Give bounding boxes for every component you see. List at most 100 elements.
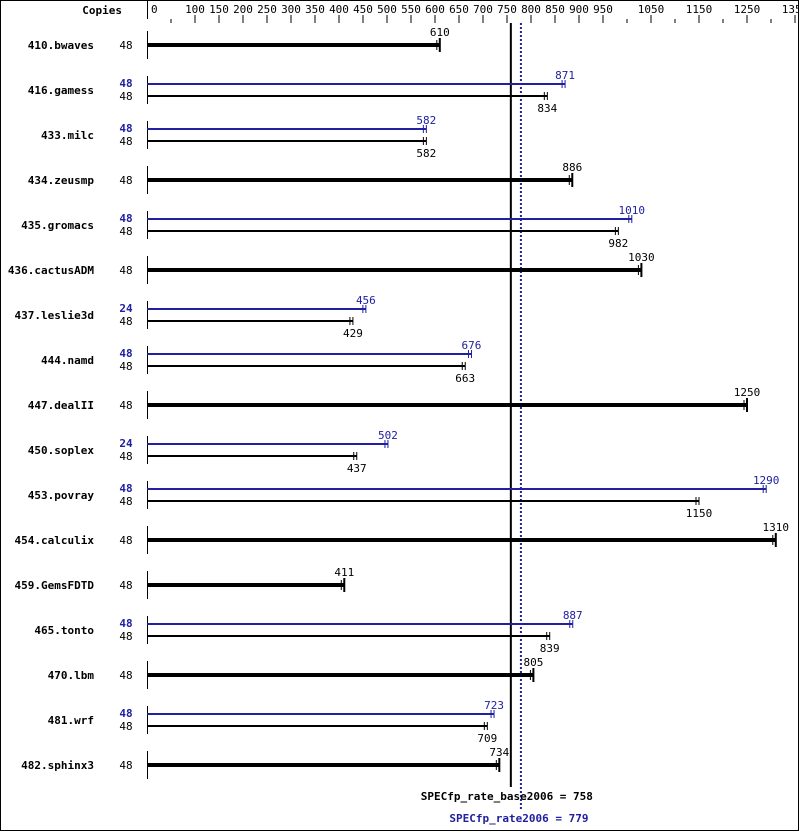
peak-value-label: 582: [416, 114, 436, 127]
tick-label: 350: [305, 3, 325, 16]
benchmark-name: 470.lbm: [48, 669, 95, 682]
copies-value: 48: [119, 399, 132, 412]
peak-bar: [147, 713, 495, 715]
base-bar: [147, 500, 699, 502]
tick-label: 250: [257, 3, 277, 16]
base-value-label: 582: [416, 147, 436, 160]
copies-value: 48: [119, 90, 132, 103]
peak-bar: [147, 83, 566, 85]
tick-label: 750: [497, 3, 517, 16]
tick-label: 300: [281, 3, 301, 16]
peak-value-label: 1010: [619, 204, 646, 217]
copies-value: 48: [119, 495, 132, 508]
copies-value: 48: [119, 630, 132, 643]
base-value-label: 429: [343, 327, 363, 340]
base-value-label: 1150: [686, 507, 713, 520]
tick-label: 450: [353, 3, 373, 16]
tick-label: 150: [209, 3, 229, 16]
peak-bar: [147, 308, 366, 310]
base-value-label: 610: [430, 26, 450, 39]
peak-copies-value: 48: [119, 617, 132, 630]
base-value-label: 734: [489, 746, 509, 759]
peak-copies-value: 48: [119, 122, 132, 135]
base-bar: [147, 268, 642, 272]
peak-copies-value: 24: [119, 437, 133, 450]
copies-value: 48: [119, 174, 132, 187]
tick-label: 950: [593, 3, 613, 16]
base-bar: [147, 538, 776, 542]
base-bar: [147, 455, 357, 457]
tick-label: 400: [329, 3, 349, 16]
peak-value-label: 676: [462, 339, 482, 352]
base-bar: [147, 673, 534, 677]
benchmark-name: 459.GemsFDTD: [15, 579, 95, 592]
peak-value-label: 1290: [753, 474, 780, 487]
tick-label: 1050: [638, 3, 665, 16]
benchmark-name: 410.bwaves: [28, 39, 94, 52]
copies-value: 48: [119, 450, 132, 463]
tick-label: 550: [401, 3, 421, 16]
base-value-label: 709: [477, 732, 497, 745]
base-value-label: 982: [608, 237, 628, 250]
copies-value: 48: [119, 534, 132, 547]
peak-copies-value: 48: [119, 77, 132, 90]
tick-label: 800: [521, 3, 541, 16]
benchmark-name: 444.namd: [41, 354, 94, 367]
peak-value-label: 723: [484, 699, 504, 712]
peak-bar: [147, 353, 472, 355]
benchmark-name: 435.gromacs: [21, 219, 94, 232]
tick-label: 1250: [734, 3, 761, 16]
tick-label: 500: [377, 3, 397, 16]
benchmark-name: 454.calculix: [15, 534, 95, 547]
copies-value: 48: [119, 759, 132, 772]
peak-value-label: 887: [563, 609, 583, 622]
tick-label: 0: [151, 3, 158, 16]
benchmark-name: 433.milc: [41, 129, 94, 142]
base-bar: [147, 635, 550, 637]
copies-value: 48: [119, 669, 132, 682]
base-bar: [147, 583, 345, 587]
tick-label: 1150: [686, 3, 713, 16]
benchmark-name: 481.wrf: [48, 714, 94, 727]
base-bar: [147, 95, 548, 97]
base-summary-label: SPECfp_rate_base2006 = 758: [421, 790, 593, 803]
copies-value: 48: [119, 135, 132, 148]
benchmark-name: 437.leslie3d: [15, 309, 94, 322]
base-value-label: 663: [455, 372, 475, 385]
benchmark-name: 453.povray: [28, 489, 95, 502]
base-bar: [147, 178, 573, 182]
peak-copies-value: 48: [119, 482, 132, 495]
base-bar: [147, 320, 353, 322]
base-value-label: 834: [537, 102, 557, 115]
peak-bar: [147, 128, 427, 130]
benchmark-name: 447.dealII: [28, 399, 94, 412]
peak-value-label: 456: [356, 294, 376, 307]
benchmark-name: 465.tonto: [34, 624, 94, 637]
peak-summary-label: SPECfp_rate2006 = 779: [449, 812, 588, 825]
peak-bar: [147, 488, 767, 490]
base-bar: [147, 230, 619, 232]
tick-label: 900: [569, 3, 589, 16]
copies-value: 48: [119, 225, 132, 238]
base-value-label: 1310: [763, 521, 790, 534]
benchmark-name: 482.sphinx3: [21, 759, 94, 772]
copies-value: 48: [119, 720, 132, 733]
base-bar: [147, 403, 747, 407]
benchmark-name: 436.cactusADM: [8, 264, 94, 277]
tick-label: 850: [545, 3, 565, 16]
peak-bar: [147, 218, 632, 220]
peak-value-label: 502: [378, 429, 398, 442]
copies-value: 48: [119, 39, 132, 52]
tick-label: 1350: [782, 3, 798, 16]
base-value-label: 1030: [628, 251, 655, 264]
benchmark-name: 434.zeusmp: [28, 174, 95, 187]
peak-copies-value: 48: [119, 707, 132, 720]
base-value-label: 1250: [734, 386, 761, 399]
base-value-label: 839: [540, 642, 560, 655]
base-bar: [147, 763, 500, 767]
base-value-label: 437: [347, 462, 367, 475]
copies-value: 48: [119, 315, 132, 328]
peak-copies-value: 48: [119, 212, 132, 225]
